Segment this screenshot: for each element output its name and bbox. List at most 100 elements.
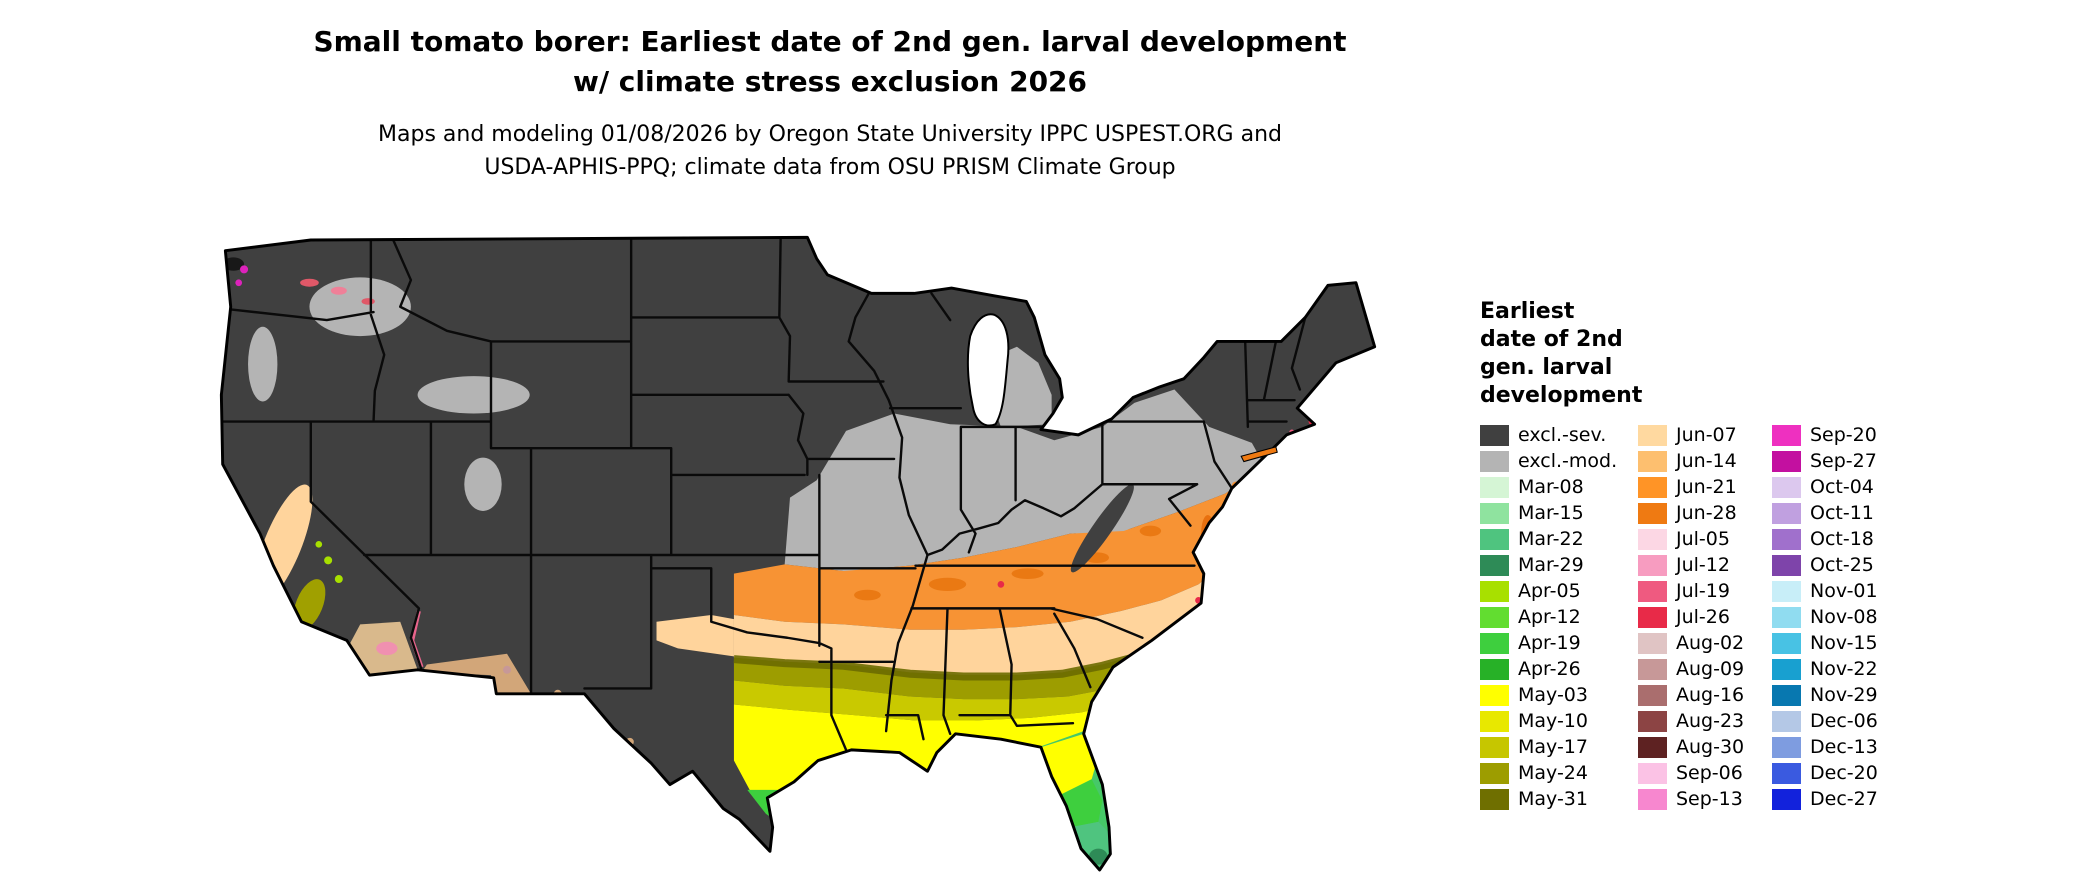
legend-label: Mar-15 (1518, 501, 1584, 524)
legend-entry: May-24 (1480, 760, 1638, 786)
us-outline (219, 235, 1377, 872)
legend-label: Apr-12 (1518, 605, 1581, 628)
legend-color-swatch (1638, 580, 1667, 602)
legend-color-swatch (1638, 710, 1667, 732)
legend-color-swatch (1772, 450, 1801, 472)
legend-entry: Nov-08 (1772, 604, 1912, 630)
us-map (200, 224, 1380, 886)
legend-entry: May-31 (1480, 786, 1638, 812)
legend-entry: Mar-15 (1480, 500, 1638, 526)
legend-color-swatch (1772, 424, 1801, 446)
legend-label: Nov-01 (1810, 579, 1878, 602)
legend-column-2: Jun-07 Jun-14 Jun-21 Jun-28 Jul-05 Jul-12 Jul-… (1638, 422, 1772, 812)
legend-label: Jul-05 (1676, 527, 1730, 550)
legend-color-swatch (1772, 528, 1801, 550)
page-title-line2: w/ climate stress exclusion 2026 (572, 65, 1088, 98)
legend-color-swatch (1772, 580, 1801, 602)
legend-entry: Aug-02 (1638, 630, 1772, 656)
lake-michigan (966, 313, 1010, 427)
legend-label: Jun-21 (1676, 475, 1737, 498)
legend-label: Jul-26 (1676, 605, 1730, 628)
legend-label: excl.-mod. (1518, 449, 1618, 472)
legend-label: Dec-06 (1810, 709, 1878, 732)
legend-label: Nov-29 (1810, 683, 1878, 706)
legend-label: excl.-sev. (1518, 423, 1607, 446)
legend-color-swatch (1638, 736, 1667, 758)
legend-color-swatch (1638, 424, 1667, 446)
legend-label: Mar-22 (1518, 527, 1584, 550)
legend-color-swatch (1480, 580, 1509, 602)
legend-label: May-10 (1518, 709, 1588, 732)
legend-entry: Oct-25 (1772, 552, 1912, 578)
legend-color-swatch (1772, 684, 1801, 706)
legend-label: Oct-11 (1810, 501, 1874, 524)
legend-label: Sep-06 (1676, 761, 1743, 784)
subtitle-line1: Maps and modeling 01/08/2026 by Oregon S… (378, 122, 1282, 147)
legend-color-swatch (1480, 424, 1509, 446)
legend-label: Dec-20 (1810, 761, 1878, 784)
legend-entry: Aug-23 (1638, 708, 1772, 734)
legend-color-swatch (1480, 606, 1509, 628)
legend-entry: Mar-08 (1480, 474, 1638, 500)
legend-entry: Mar-29 (1480, 552, 1638, 578)
legend-color-swatch (1638, 684, 1667, 706)
legend-entry: excl.-sev. (1480, 422, 1638, 448)
legend-column-1: excl.-sev. excl.-mod. Mar-08 Mar-15 Mar-22 Ma… (1480, 422, 1638, 812)
legend-color-swatch (1638, 788, 1667, 810)
legend-entry: Dec-20 (1772, 760, 1912, 786)
legend-entry: Apr-12 (1480, 604, 1638, 630)
legend-label: Apr-19 (1518, 631, 1581, 654)
legend-color-swatch (1480, 502, 1509, 524)
legend-entry: Apr-05 (1480, 578, 1638, 604)
map-fill-layers (221, 237, 1375, 870)
legend-color-swatch (1772, 658, 1801, 680)
legend-color-swatch (1638, 606, 1667, 628)
title-block: Small tomato borer: Earliest date of 2nd… (0, 22, 1660, 184)
legend-entry: Apr-26 (1480, 656, 1638, 682)
legend-color-swatch (1638, 502, 1667, 524)
legend-title-line2: date of 2nd (1480, 327, 1623, 352)
legend-label: Apr-05 (1518, 579, 1581, 602)
legend-label: Sep-13 (1676, 787, 1743, 810)
legend-label: Aug-23 (1676, 709, 1745, 732)
subtitle-block: Maps and modeling 01/08/2026 by Oregon S… (0, 118, 1660, 184)
legend-entry: May-03 (1480, 682, 1638, 708)
legend-entry: Aug-16 (1638, 682, 1772, 708)
legend-label: Aug-09 (1676, 657, 1745, 680)
legend-color-swatch (1772, 632, 1801, 654)
legend-color-swatch (1480, 632, 1509, 654)
legend-entry: Jul-19 (1638, 578, 1772, 604)
legend-color-swatch (1480, 476, 1509, 498)
legend-color-swatch (1772, 502, 1801, 524)
legend-color-swatch (1480, 788, 1509, 810)
legend: excl.-sev. excl.-mod. Mar-08 Mar-15 Mar-22 Ma… (1480, 422, 1912, 812)
legend-entry: Jul-26 (1638, 604, 1772, 630)
legend-color-swatch (1638, 450, 1667, 472)
long-island (1240, 446, 1278, 463)
legend-entry: Mar-22 (1480, 526, 1638, 552)
legend-color-swatch (1638, 554, 1667, 576)
legend-entry: Jun-28 (1638, 500, 1772, 526)
legend-entry: Jun-21 (1638, 474, 1772, 500)
legend-entry: Jun-07 (1638, 422, 1772, 448)
legend-title-line4: development (1480, 383, 1643, 408)
legend-color-swatch (1480, 554, 1509, 576)
page-title-line1: Small tomato borer: Earliest date of 2nd… (313, 25, 1347, 58)
us-map-svg (219, 235, 1377, 872)
legend-entry: Oct-11 (1772, 500, 1912, 526)
legend-label: Jul-12 (1676, 553, 1730, 576)
legend-label: Jun-28 (1676, 501, 1737, 524)
legend-label: Jun-14 (1676, 449, 1737, 472)
legend-label: Aug-02 (1676, 631, 1745, 654)
legend-label: Oct-04 (1810, 475, 1874, 498)
legend-label: Nov-22 (1810, 657, 1878, 680)
legend-color-swatch (1638, 762, 1667, 784)
legend-label: Jul-19 (1676, 579, 1730, 602)
legend-color-swatch (1480, 528, 1509, 550)
legend-title-line1: Earliest (1480, 299, 1575, 324)
legend-label: Mar-08 (1518, 475, 1584, 498)
legend-entry: Dec-13 (1772, 734, 1912, 760)
legend-color-swatch (1480, 762, 1509, 784)
legend-label: Dec-27 (1810, 787, 1878, 810)
